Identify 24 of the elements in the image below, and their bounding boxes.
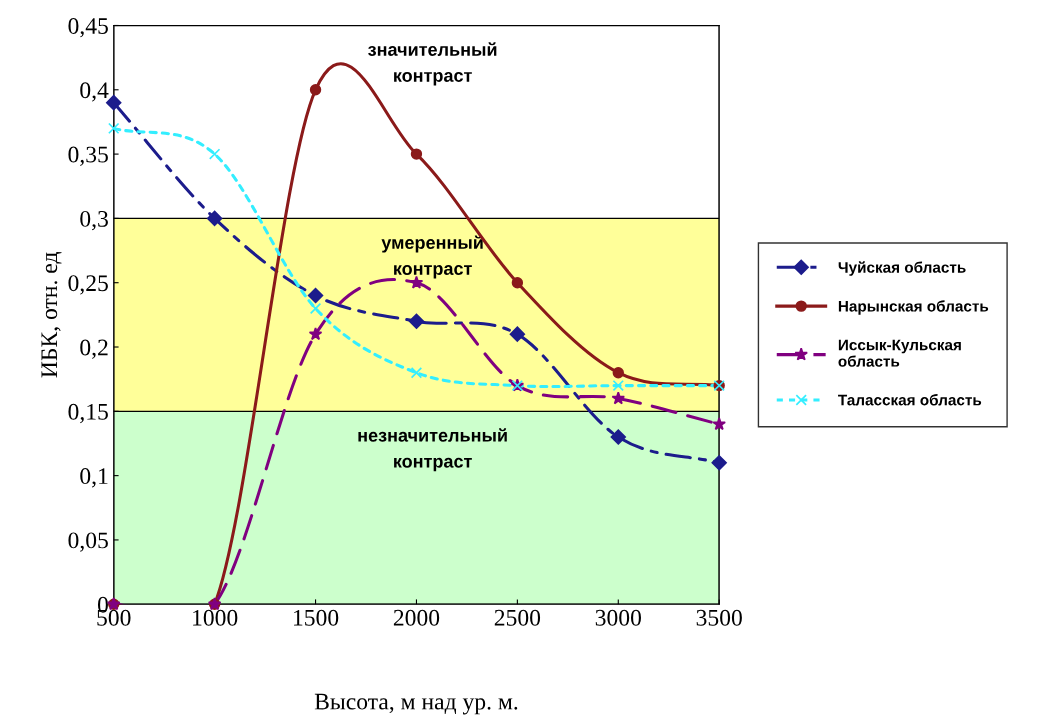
legend-label: Чуйская область (838, 261, 966, 276)
band-label: значительный контраст (368, 42, 497, 86)
y-tick-label: 0,25 (68, 275, 108, 295)
y-tick-label: 0,4 (80, 82, 109, 102)
y-axis-title: ИБК, отн. ед (41, 252, 62, 378)
x-axis-title: Высота, м над ур. м. (314, 693, 518, 715)
x-tick-label: 3000 (595, 609, 641, 626)
y-tick-label: 0,45 (68, 17, 108, 38)
y-tick-label: 0,1 (80, 468, 108, 488)
legend-label: Нарынская область (838, 300, 989, 315)
y-tick-label: 0,2 (80, 339, 108, 359)
legend-label: Иссык-Кульская область (838, 339, 961, 367)
x-tick-label: 3500 (696, 609, 742, 626)
band-label: незначительный контраст (358, 428, 507, 472)
x-tick-label: 1000 (193, 609, 238, 626)
y-tick-label: 0,05 (68, 532, 108, 552)
x-tick-label: 1500 (294, 609, 339, 626)
x-tick-label: 2500 (494, 609, 541, 626)
legend-label: Таласская область (838, 394, 982, 406)
band-label: умеренный контраст (381, 235, 483, 279)
y-tick-label: 0,3 (80, 210, 108, 231)
y-tick-label: 0,15 (68, 403, 108, 424)
x-tick-label: 2000 (393, 609, 440, 626)
y-tick-label: 0,35 (68, 146, 108, 166)
